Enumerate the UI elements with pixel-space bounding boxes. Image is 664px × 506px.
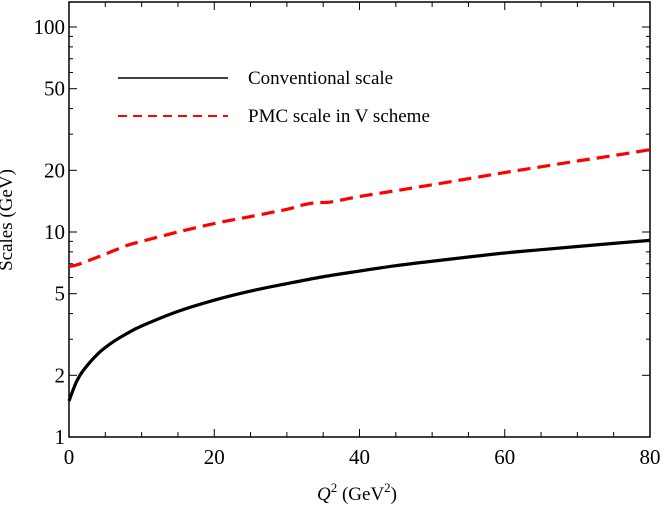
x-tick-label: 80 <box>640 445 661 469</box>
data-series <box>67 148 651 402</box>
y-tick-label: 100 <box>34 15 66 39</box>
axis-ticks <box>68 2 651 438</box>
y-tick-label: 1 <box>55 425 66 449</box>
x-tick-label: 60 <box>494 445 515 469</box>
x-axis-title: Q2 (GeV2) <box>317 480 397 505</box>
x-tick-label: 40 <box>349 445 370 469</box>
y-tick-label: 20 <box>44 158 65 182</box>
legend-label-pmc: PMC scale in V scheme <box>248 106 430 127</box>
axis-tick-labels: 0 20 40 60 80 1 2 5 10 20 50 100 <box>34 15 661 469</box>
x-tick-label: 20 <box>204 445 225 469</box>
y-tick-label: 5 <box>55 282 66 306</box>
y-axis-title: Scales (GeV) <box>0 169 17 271</box>
y-tick-label: 2 <box>55 363 66 387</box>
pmc-scale-line <box>68 148 651 268</box>
legend-label-conventional: Conventional scale <box>248 68 393 89</box>
legend: Conventional scale PMC scale in V scheme <box>118 68 430 127</box>
conventional-scale-line <box>67 238 651 402</box>
y-tick-label: 10 <box>44 220 65 244</box>
x-tick-label: 0 <box>64 445 75 469</box>
y-tick-label: 50 <box>44 77 65 101</box>
